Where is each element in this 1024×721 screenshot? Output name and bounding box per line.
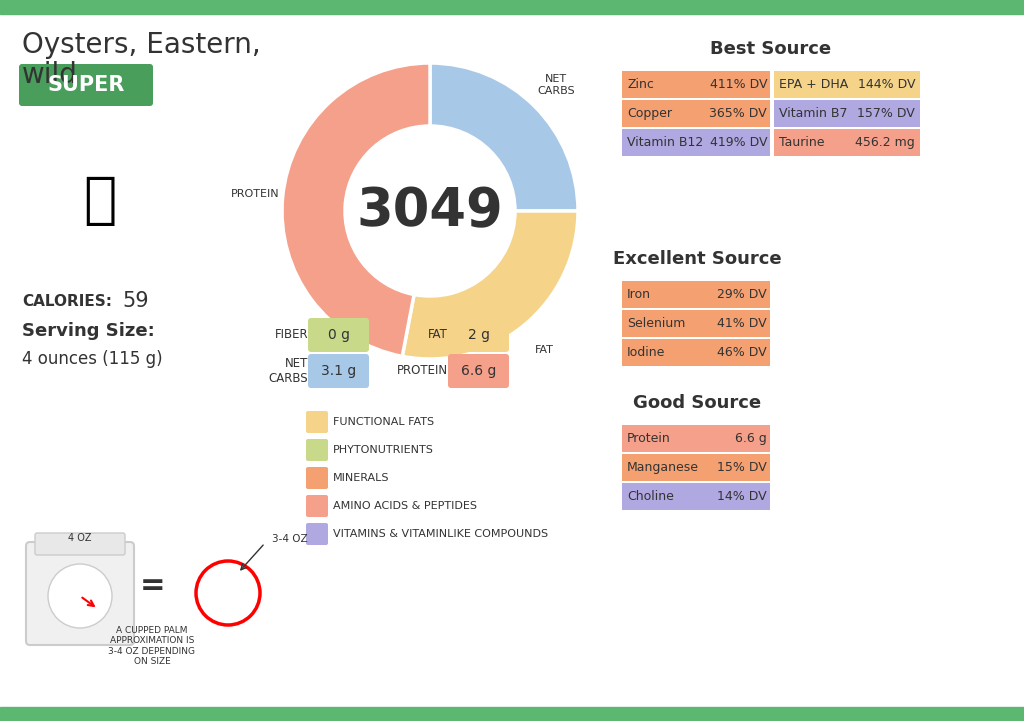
Text: Oysters, Eastern,: Oysters, Eastern, [22,31,261,59]
Text: Vitamin B12: Vitamin B12 [627,136,703,149]
Text: Best Source: Best Source [711,40,831,58]
Text: Selenium: Selenium [627,317,685,330]
Wedge shape [282,63,430,356]
Bar [0,0,1024,14]
Text: 419% DV: 419% DV [710,136,767,149]
Text: 3049: 3049 [356,185,504,237]
Text: 3.1 g: 3.1 g [321,364,356,378]
Text: 3-4 OZ: 3-4 OZ [272,534,307,544]
Text: FIBER: FIBER [274,329,308,342]
Wedge shape [402,211,578,359]
Text: 365% DV: 365% DV [710,107,767,120]
FancyBboxPatch shape [622,454,770,481]
Text: NET
CARBS: NET CARBS [268,357,308,385]
Text: Taurine: Taurine [779,136,824,149]
Bar [0,707,1024,721]
FancyBboxPatch shape [622,129,770,156]
FancyBboxPatch shape [622,425,770,452]
Wedge shape [430,63,578,211]
FancyBboxPatch shape [774,100,920,127]
Text: Iron: Iron [627,288,651,301]
Text: SUPER: SUPER [47,75,125,95]
Text: 15% DV: 15% DV [717,461,767,474]
Text: Protein: Protein [627,432,671,445]
Text: PHYTONUTRIENTS: PHYTONUTRIENTS [333,445,434,455]
Text: Iodine: Iodine [627,346,666,359]
FancyBboxPatch shape [306,495,328,517]
Text: CALORIES:: CALORIES: [22,293,112,309]
Text: FUNCTIONAL FATS: FUNCTIONAL FATS [333,417,434,427]
FancyBboxPatch shape [306,467,328,489]
Text: Vitamin B7: Vitamin B7 [779,107,848,120]
Text: 29% DV: 29% DV [718,288,767,301]
Text: 2 g: 2 g [468,328,489,342]
Text: Serving Size:: Serving Size: [22,322,155,340]
FancyBboxPatch shape [622,310,770,337]
FancyBboxPatch shape [26,542,134,645]
Text: Manganese: Manganese [627,461,699,474]
Text: 14% DV: 14% DV [718,490,767,503]
Text: 6.6 g: 6.6 g [735,432,767,445]
FancyBboxPatch shape [449,318,509,352]
Text: FAT: FAT [428,329,449,342]
Text: 🦪: 🦪 [83,174,117,228]
Text: 41% DV: 41% DV [718,317,767,330]
Text: NET
CARBS: NET CARBS [537,74,574,96]
Text: 0 g: 0 g [328,328,349,342]
Circle shape [48,564,112,628]
Text: 4 OZ: 4 OZ [69,533,92,543]
Text: Excellent Source: Excellent Source [612,250,781,268]
FancyBboxPatch shape [449,354,509,388]
Text: 456.2 mg: 456.2 mg [855,136,915,149]
FancyBboxPatch shape [308,354,369,388]
Text: Copper: Copper [627,107,672,120]
FancyBboxPatch shape [35,533,125,555]
Text: EPA + DHA: EPA + DHA [779,78,848,91]
FancyBboxPatch shape [622,100,770,127]
Text: Good Source: Good Source [633,394,761,412]
Text: PROTEIN: PROTEIN [230,190,280,200]
Text: Zinc: Zinc [627,78,654,91]
Text: VITAMINS & VITAMINLIKE COMPOUNDS: VITAMINS & VITAMINLIKE COMPOUNDS [333,529,548,539]
FancyBboxPatch shape [306,411,328,433]
FancyBboxPatch shape [622,71,770,98]
Text: 4 ounces (115 g): 4 ounces (115 g) [22,350,163,368]
FancyBboxPatch shape [308,318,369,352]
FancyBboxPatch shape [774,129,920,156]
Text: MINERALS: MINERALS [333,473,389,483]
Text: 6.6 g: 6.6 g [461,364,497,378]
FancyBboxPatch shape [19,64,153,106]
Text: AMINO ACIDS & PEPTIDES: AMINO ACIDS & PEPTIDES [333,501,477,511]
FancyBboxPatch shape [306,523,328,545]
FancyBboxPatch shape [306,439,328,461]
Text: 411% DV: 411% DV [710,78,767,91]
Text: Choline: Choline [627,490,674,503]
FancyBboxPatch shape [622,483,770,510]
FancyBboxPatch shape [774,71,920,98]
Text: 59: 59 [122,291,148,311]
FancyBboxPatch shape [622,281,770,308]
Text: A CUPPED PALM
APPROXIMATION IS
3-4 OZ DEPENDING
ON SIZE: A CUPPED PALM APPROXIMATION IS 3-4 OZ DE… [109,626,196,666]
Text: PROTEIN: PROTEIN [397,365,449,378]
Text: wild: wild [22,61,78,89]
Text: =: = [140,572,166,601]
Text: FAT: FAT [536,345,554,355]
Text: 46% DV: 46% DV [718,346,767,359]
Text: 157% DV: 157% DV [857,107,915,120]
FancyBboxPatch shape [622,339,770,366]
Text: 144% DV: 144% DV [857,78,915,91]
